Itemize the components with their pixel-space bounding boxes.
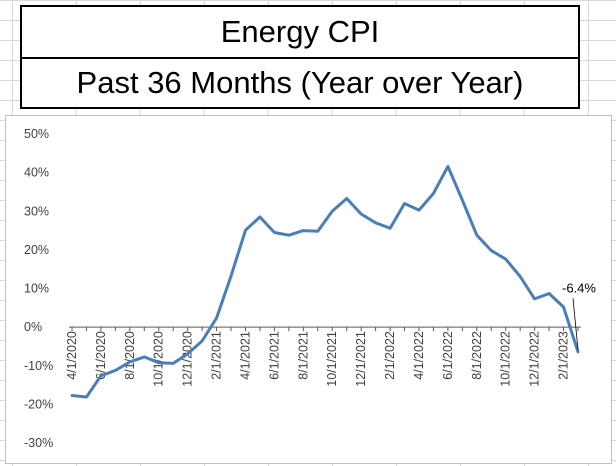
series-layer	[70, 164, 580, 399]
x-tick-label: 4/1/2022	[412, 331, 426, 380]
annotation-layer: -6.4%	[562, 280, 596, 350]
chart-subtitle: Past 36 Months (Year over Year)	[22, 57, 578, 107]
x-tick-label: 2/1/2021	[210, 331, 224, 380]
x-tick-label: 6/1/2021	[267, 331, 281, 380]
y-tick-label: 50%	[24, 127, 49, 141]
x-tick-label: 8/1/2020	[123, 331, 137, 380]
chart-title: Energy CPI	[220, 14, 380, 49]
x-tick-label: 4/1/2021	[238, 331, 252, 380]
x-tick-label: 4/1/2020	[65, 331, 79, 380]
data-label: -6.4%	[562, 280, 596, 295]
y-tick-label: -20%	[24, 397, 53, 411]
y-tick-label: 30%	[24, 204, 49, 218]
y-axis: 50% 40% 30% 20% 10% 0% -10% -20% -30%	[24, 127, 53, 450]
series-line[interactable]	[70, 164, 580, 399]
y-tick-label: 40%	[24, 166, 49, 180]
y-tick-label: 10%	[24, 282, 49, 296]
x-tick-label: 10/1/2021	[325, 331, 339, 387]
x-tick-label: 6/1/2022	[441, 331, 455, 380]
x-tick-label: 8/1/2022	[470, 331, 484, 380]
x-tick-label: 10/1/2020	[152, 331, 166, 387]
x-tick-label: 6/1/2020	[94, 331, 108, 380]
x-tick-label: 2/1/2023	[557, 331, 571, 380]
y-tick-label: 0%	[24, 320, 42, 334]
x-tick-label: 2/1/2022	[383, 331, 397, 380]
x-tick-label: 12/1/2020	[181, 331, 195, 387]
x-tick-label: 10/1/2022	[499, 331, 513, 387]
title-box: Energy CPI Past 36 Months (Year over Yea…	[20, 5, 580, 109]
chart-frame[interactable]: 50% 40% 30% 20% 10% 0% -10% -20% -30% 4/1/2020 6/…	[5, 115, 612, 464]
line-chart: 50% 40% 30% 20% 10% 0% -10% -20% -30% 4/1/2020 6/…	[24, 127, 596, 450]
x-tick-label: 8/1/2021	[296, 331, 310, 380]
x-axis: 4/1/2020 6/1/2020 8/1/2020 10/1/2020 12/1/20…	[65, 326, 581, 387]
y-tick-label: -10%	[24, 359, 53, 373]
annotation-leader-line	[572, 298, 579, 350]
y-tick-label: -30%	[24, 436, 53, 450]
x-tick-label: 12/1/2022	[528, 331, 542, 387]
y-tick-label: 20%	[24, 243, 49, 257]
x-tick-label: 12/1/2021	[354, 331, 368, 387]
